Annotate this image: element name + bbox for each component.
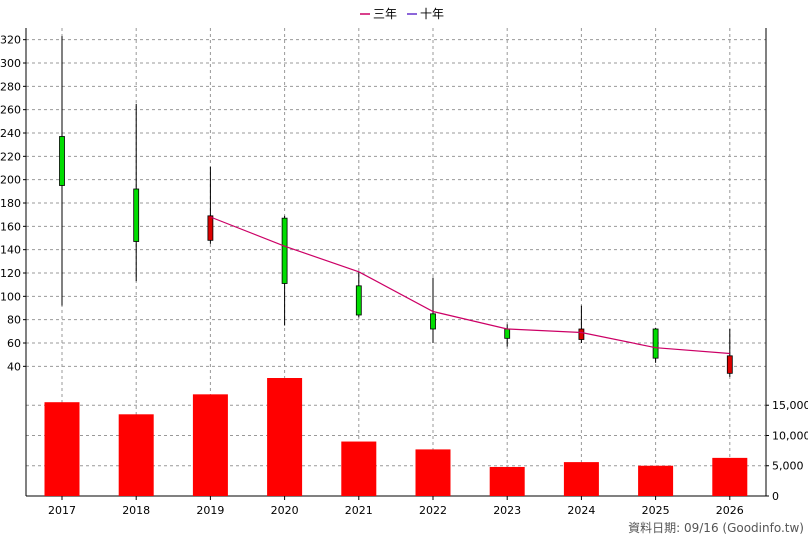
x-tick-label: 2022	[419, 504, 447, 517]
volume-tick-label: 5,000	[772, 460, 804, 473]
volume-bar	[267, 378, 303, 496]
candle-body	[504, 328, 511, 339]
price-tick-label: 140	[0, 244, 21, 257]
price-tick-label: 80	[7, 314, 21, 327]
price-axis-ticks: 40 60 80 100 120 140 160 180 200 220 240 260 280 300 3…	[0, 34, 26, 373]
price-tick-label: 100	[0, 290, 21, 303]
price-tick-label: 260	[0, 104, 21, 117]
price-tick-label: 200	[0, 174, 21, 187]
candle-body	[652, 328, 659, 359]
price-tick-label: 120	[0, 267, 21, 280]
candle-body	[207, 215, 214, 241]
candle-body	[430, 313, 436, 330]
legend-label: 十年	[420, 7, 444, 21]
volume-tick-label: 10,000	[772, 429, 808, 442]
x-axis-ticks: 2017 2018 2019 2020 2021 2022 2023 2024 2025 2026	[48, 496, 744, 517]
x-tick-label: 2017	[48, 504, 76, 517]
x-tick-label: 2021	[345, 504, 373, 517]
candle-body	[726, 355, 733, 374]
price-tick-label: 280	[0, 80, 21, 93]
price-tick-label: 40	[7, 360, 21, 373]
volume-bars	[44, 378, 748, 496]
volume-bar	[563, 462, 599, 496]
volume-tick-label: 0	[772, 490, 779, 503]
candle-body	[59, 136, 65, 186]
volume-tick-label: 15,000	[772, 399, 808, 412]
candlesticks	[59, 36, 733, 377]
price-tick-label: 240	[0, 127, 21, 140]
x-tick-label: 2018	[122, 504, 150, 517]
price-tick-label: 220	[0, 150, 21, 163]
volume-bar	[44, 402, 80, 496]
price-tick-label: 300	[0, 57, 21, 70]
legend-label: 三年	[373, 7, 397, 21]
three-year-average-line	[210, 216, 730, 355]
x-tick-label: 2019	[196, 504, 224, 517]
x-tick-label: 2024	[567, 504, 595, 517]
volume-axis-ticks: 0 5,000 10,000 15,000	[766, 399, 808, 503]
x-tick-label: 2025	[642, 504, 670, 517]
candle-body	[281, 217, 288, 284]
x-tick-label: 2026	[716, 504, 744, 517]
candle-body	[133, 188, 140, 242]
volume-bar	[341, 441, 377, 496]
x-tick-label: 2020	[271, 504, 299, 517]
chart-legend: 三年 十年	[360, 7, 444, 21]
volume-bar	[712, 457, 748, 496]
price-tick-label: 320	[0, 34, 21, 47]
volume-bar	[489, 466, 525, 496]
data-source-note: 資料日期: 09/16 (Goodinfo.tw)	[628, 521, 804, 535]
price-tick-label: 60	[7, 337, 21, 350]
volume-bar	[638, 465, 674, 496]
x-tick-label: 2023	[493, 504, 521, 517]
moving-average-lines	[210, 216, 730, 355]
volume-bar	[118, 414, 154, 496]
volume-bar	[192, 394, 228, 496]
candle-body	[578, 328, 585, 340]
price-tick-label: 180	[0, 197, 21, 210]
candle-body	[355, 285, 362, 316]
volume-bar	[415, 449, 451, 496]
price-tick-label: 160	[0, 220, 21, 233]
